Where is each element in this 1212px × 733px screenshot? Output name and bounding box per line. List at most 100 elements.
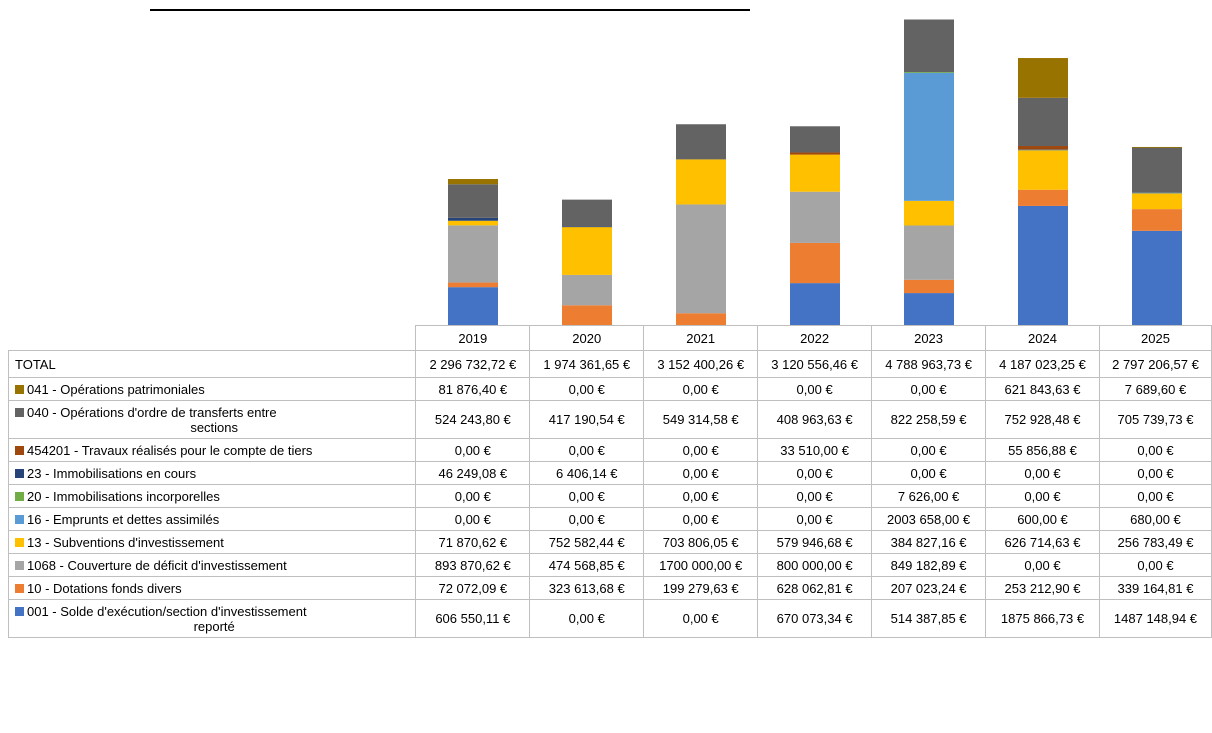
bar-segment-2022-series-2 (790, 191, 840, 243)
bar-segment-2023-series-5 (904, 72, 954, 73)
cell-value-2020: 752 582,44 € (529, 530, 645, 554)
bar-segment-2025-series-4 (1132, 192, 1182, 194)
bar-segment-2020-series-3 (562, 226, 612, 275)
bar-segment-2022-series-0 (790, 283, 840, 326)
cell-value-2025: 0,00 € (1098, 553, 1212, 577)
bar-segment-2022-series-7 (790, 152, 840, 155)
cell-value-2025: 339 164,81 € (1098, 576, 1212, 600)
bar-segment-2019-series-6 (448, 217, 498, 221)
cell-value-2023: 0,00 € (871, 377, 987, 401)
cell-value-2023: 822 258,59 € (871, 400, 987, 439)
cell-value-2020: 474 568,85 € (529, 553, 645, 577)
cell-value-2024: 752 928,48 € (985, 400, 1100, 439)
series-name: 16 - Emprunts et dettes assimilés (27, 511, 220, 527)
cell-value-2020: 0,00 € (529, 438, 645, 462)
legend-key (15, 491, 24, 501)
cell-value-2020: 0,00 € (529, 599, 645, 638)
total-value-2022: 3 120 556,46 € (757, 350, 873, 378)
bar-segment-2019-series-3 (448, 220, 498, 226)
series-name: 10 - Dotations fonds divers (27, 580, 182, 596)
cell-value-2022: 33 510,00 € (757, 438, 873, 462)
cell-value-2021: 0,00 € (643, 377, 759, 401)
cell-value-2020: 6 406,14 € (529, 461, 645, 485)
cell-value-2021: 0,00 € (643, 484, 759, 508)
series-label: 16 - Emprunts et dettes assimilés (7, 507, 417, 531)
cell-value-2022: 408 963,63 € (757, 400, 873, 439)
bar-segment-2023-series-0 (904, 293, 954, 326)
bar-segment-2023-series-3 (904, 200, 954, 226)
series-row: 23 - Immobilisations en cours 46 249,08 €… (7, 461, 1212, 485)
series-row: 20 - Immobilisations incorporelles 0,00 €… (7, 484, 1212, 508)
cell-value-2022: 800 000,00 € (757, 553, 873, 577)
cell-value-2019: 524 243,80 € (415, 400, 531, 439)
bar-segment-2024-series-1 (1018, 189, 1068, 206)
cell-value-2019: 72 072,09 € (415, 576, 531, 600)
year-label-2020: 2020 (529, 325, 645, 351)
cell-value-2023: 0,00 € (871, 438, 987, 462)
stacked-bar-chart (448, 19, 1182, 326)
bar-segment-2022-series-1 (790, 242, 840, 284)
bar-segment-2023-series-2 (904, 225, 954, 280)
cell-value-2021: 199 279,63 € (643, 576, 759, 600)
bar-segment-2024-series-4 (1018, 149, 1068, 151)
legend-key (15, 560, 24, 570)
cell-value-2023: 7 626,00 € (871, 484, 987, 508)
series-label: 20 - Immobilisations incorporelles (7, 484, 417, 508)
cell-value-2025: 0,00 € (1098, 484, 1212, 508)
cell-value-2021: 0,00 € (643, 438, 759, 462)
cell-value-2019: 81 876,40 € (415, 377, 531, 401)
legend-key (15, 407, 24, 417)
bar-segment-2024-series-3 (1018, 149, 1068, 190)
bar-segment-2020-series-1 (562, 305, 612, 326)
bar-segment-2025-series-8 (1132, 147, 1182, 193)
series-label: 13 - Subventions d'investissement (7, 530, 417, 554)
bar-segment-2022-series-8 (790, 126, 840, 153)
cell-value-2023: 0,00 € (871, 461, 987, 485)
cell-value-2024: 55 856,88 € (985, 438, 1100, 462)
chart-data-table: 2019 2020 2021 2022 2023 2024 2025 TOTAL 2 296 7… (7, 325, 1212, 638)
bar-segment-2020-series-2 (562, 274, 612, 306)
bar-segment-2019-series-0 (448, 287, 498, 326)
series-name: 454201 - Travaux réalisés pour le compte… (27, 442, 313, 458)
title-underline (150, 9, 750, 11)
series-name: 041 - Opérations patrimoniales (27, 381, 205, 397)
series-label: 454201 - Travaux réalisés pour le compte… (7, 438, 417, 462)
series-name-line-2: sections (190, 419, 239, 435)
cell-value-2021: 1700 000,00 € (643, 553, 759, 577)
total-value-2021: 3 152 400,26 € (643, 350, 759, 378)
year-label-2019: 2019 (415, 325, 531, 351)
cell-value-2025: 705 739,73 € (1098, 400, 1212, 439)
total-value-2020: 1 974 361,65 € (529, 350, 645, 378)
bar-segment-2021-series-8 (676, 124, 726, 160)
series-label: 1068 - Couverture de déficit d'investiss… (7, 553, 417, 577)
legend-key (15, 537, 24, 547)
bar-segment-2021-series-2 (676, 204, 726, 314)
bar-segment-2025-series-1 (1132, 209, 1182, 231)
bar-segment-2025-series-0 (1132, 230, 1182, 326)
cell-value-2025: 1487 148,94 € (1098, 599, 1212, 638)
year-label-2025: 2025 (1098, 325, 1212, 351)
series-name-line-1: 001 - Solde d'exécution/section d'invest… (27, 603, 307, 619)
cell-value-2019: 0,00 € (415, 507, 531, 531)
year-label-2023: 2023 (871, 325, 987, 351)
series-name: 13 - Subventions d'investissement (27, 534, 224, 550)
series-label: 041 - Opérations patrimoniales (7, 377, 417, 401)
total-label: TOTAL (7, 350, 417, 378)
bar-segment-2020-series-6 (562, 226, 612, 228)
cell-value-2019: 46 249,08 € (415, 461, 531, 485)
cell-value-2024: 0,00 € (985, 484, 1100, 508)
year-label-2021: 2021 (643, 325, 759, 351)
cell-value-2022: 0,00 € (757, 484, 873, 508)
cell-value-2023: 514 387,85 € (871, 599, 987, 638)
bar-segment-2025-series-9 (1132, 146, 1182, 148)
year-label-2022: 2022 (757, 325, 873, 351)
cell-value-2024: 253 212,90 € (985, 576, 1100, 600)
year-label-2024: 2024 (985, 325, 1100, 351)
bar-segment-2023-series-8 (904, 19, 954, 73)
cell-value-2021: 0,00 € (643, 507, 759, 531)
cell-value-2020: 417 190,54 € (529, 400, 645, 439)
bar-segment-2021-series-1 (676, 313, 726, 326)
series-row: 454201 - Travaux réalisés pour le compte… (7, 438, 1212, 462)
total-value-2019: 2 296 732,72 € (415, 350, 531, 378)
total-value-2023: 4 788 963,73 € (871, 350, 987, 378)
